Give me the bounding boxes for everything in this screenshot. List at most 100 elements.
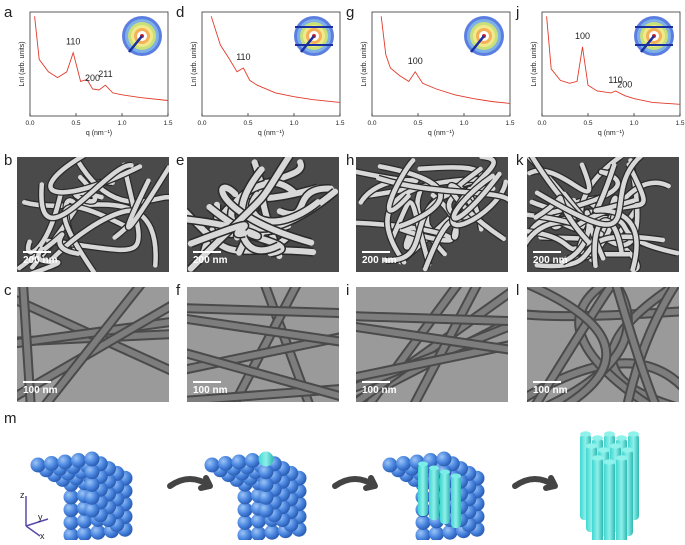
rod: [604, 462, 615, 545]
sphere: [429, 526, 444, 542]
sphere: [415, 515, 431, 530]
arrow-icon: [167, 475, 213, 491]
sphere: [63, 527, 79, 543]
axis-x-label: x: [40, 531, 45, 540]
nanotube: [356, 323, 508, 353]
cylinder-cap: [429, 465, 439, 471]
tem-image-c: 100 nm: [17, 287, 169, 402]
schematic-m: z y x: [0, 416, 685, 545]
y-axis-label: LnI (arb. units): [531, 41, 538, 86]
data-line: [546, 16, 681, 105]
scale-label: 200 nm: [23, 255, 58, 266]
cylinder-cap: [440, 469, 450, 475]
sem-fibers: [187, 157, 339, 272]
fiber: [389, 200, 432, 267]
rod-cap: [592, 435, 603, 441]
scale-bar: 200 nm: [362, 251, 396, 266]
nanotube: [187, 315, 339, 345]
x-tick-label: 1.5: [163, 120, 172, 127]
sphere: [218, 456, 233, 471]
tem-image-l: 100 nm: [527, 287, 679, 402]
sphere: [63, 502, 79, 518]
sem-image-e: 200 nm: [187, 157, 339, 272]
rod-cap: [586, 443, 597, 449]
sem-image-h: 200 nm: [356, 157, 508, 272]
nanotube: [356, 290, 508, 402]
rod: [616, 458, 627, 544]
sphere: [57, 454, 73, 470]
sphere: [90, 524, 106, 540]
nanotube: [527, 287, 610, 402]
fiber: [534, 157, 644, 227]
axis-y-label: y: [38, 512, 43, 522]
panel-label-j: j: [516, 4, 520, 21]
y-axis-label: LnI (arb. units): [361, 41, 368, 86]
x-axis-label: q (nm⁻¹): [428, 130, 454, 137]
plot-frame: [371, 11, 511, 117]
y-axis-label: LnI (arb. units): [191, 41, 198, 86]
peak-label: 110: [236, 52, 250, 62]
x-tick-label: 1.5: [675, 120, 684, 127]
tem-tubes: [356, 287, 508, 402]
x-tick-label: 0.0: [25, 120, 34, 127]
saxs-chart-g: 0.0 0.5 1.0 1.5 q (nm⁻¹) LnI (arb. units) 100: [350, 8, 515, 143]
fiber: [533, 195, 591, 245]
peak-label: 211: [98, 69, 112, 79]
fiber: [39, 163, 134, 220]
fiber: [527, 157, 604, 237]
rod-cap: [580, 431, 591, 437]
sphere: [237, 527, 253, 543]
scale-bar: 100 nm: [362, 381, 396, 396]
x-tick-label: 0.0: [537, 120, 546, 127]
saxs-2d-pattern: [294, 16, 334, 56]
data-line: [210, 16, 341, 103]
fiber: [546, 169, 620, 216]
cylinder-cap: [418, 461, 428, 467]
sphere: [237, 502, 253, 518]
fiber: [30, 246, 61, 272]
scale-label: 100 nm: [193, 385, 228, 396]
arrow-icon: [512, 475, 558, 491]
x-tick-label: 0.5: [583, 120, 592, 127]
x-tick-label: 0.5: [71, 120, 80, 127]
x-tick-label: 0.0: [197, 120, 206, 127]
fiber: [187, 204, 261, 240]
rod: [592, 458, 603, 544]
sphere: [264, 524, 280, 540]
panel-label-k: k: [516, 152, 524, 169]
fiber: [572, 162, 646, 229]
rod-cap: [628, 431, 639, 437]
cylinder: [451, 476, 461, 528]
peak-label: 110: [608, 75, 622, 85]
x-tick-label: 1.5: [335, 120, 344, 127]
x-tick-label: 0.0: [367, 120, 376, 127]
rod-cap: [616, 455, 627, 461]
rod-cap: [616, 435, 627, 441]
sphere: [84, 451, 100, 467]
rod-cap: [622, 447, 633, 453]
sphere: [251, 526, 266, 542]
tem-tubes: [527, 287, 679, 402]
sphere: [63, 515, 79, 530]
sphere: [382, 457, 398, 473]
cylinder-cap: [451, 473, 461, 479]
nanotube: [187, 305, 339, 317]
sphere: [237, 515, 253, 530]
plot-frame: [29, 11, 169, 117]
sphere: [204, 457, 220, 473]
panel-label-d: d: [176, 4, 185, 21]
sphere: [245, 453, 260, 468]
fiber: [385, 177, 484, 265]
sphere: [258, 464, 274, 480]
sphere-lattice-seeded-cube: [204, 451, 307, 543]
tem-tubes: [187, 287, 339, 402]
transformation-schematic: z y x: [20, 431, 639, 545]
sem-fibers: [356, 157, 508, 272]
sphere: [258, 502, 274, 518]
plot-frame: [541, 11, 681, 117]
rod-cap: [598, 447, 609, 453]
fiber: [386, 158, 416, 213]
coordinate-axes-icon: z y x: [20, 490, 49, 541]
x-tick-label: 1.5: [505, 120, 514, 127]
partially-converted-cube: [382, 451, 485, 543]
